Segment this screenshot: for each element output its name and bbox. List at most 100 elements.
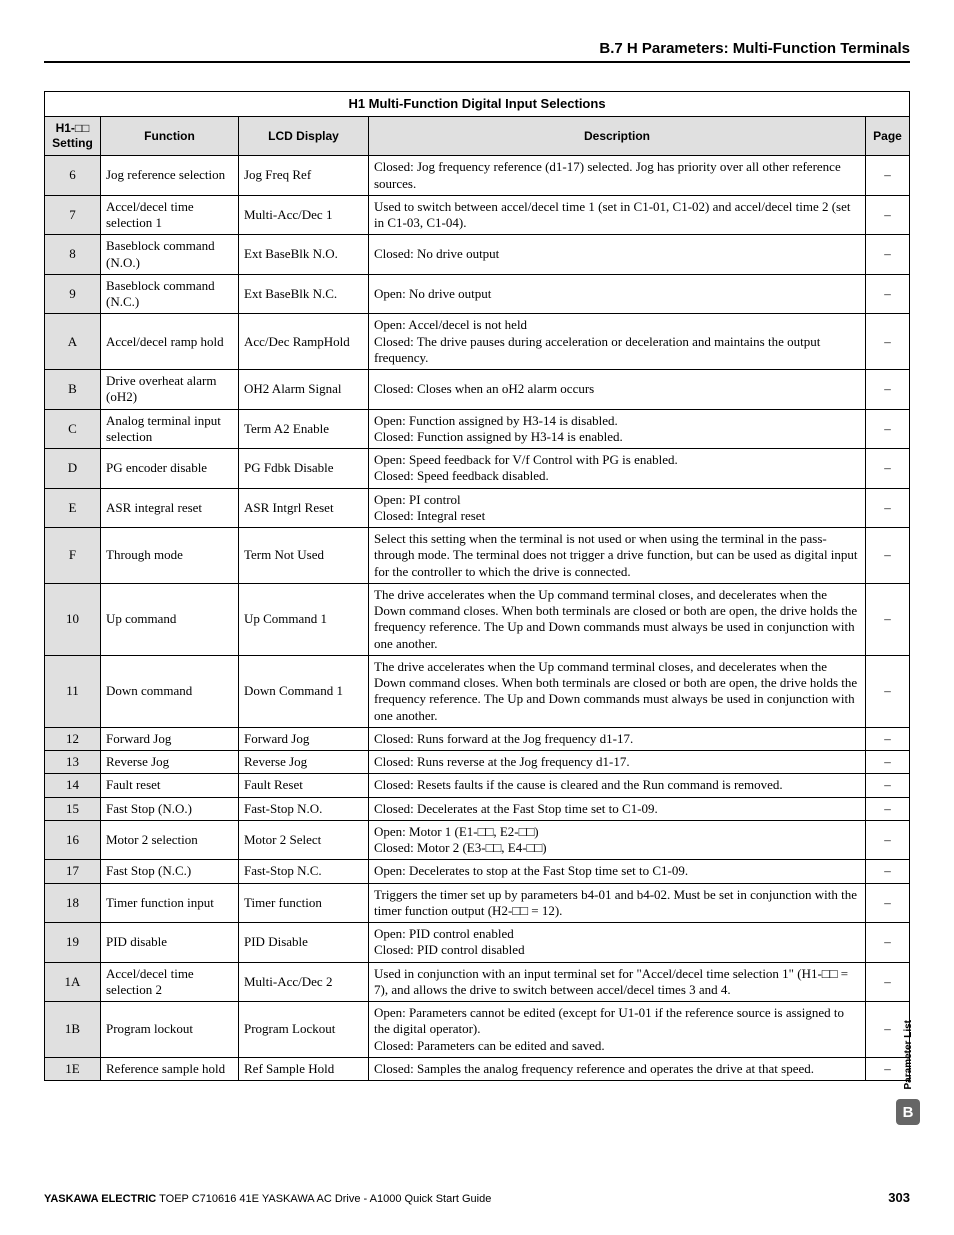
cell-page: –: [866, 370, 910, 410]
table-row: BDrive overheat alarm (oH2)OH2 Alarm Sig…: [45, 370, 910, 410]
table-row: 7Accel/decel time selection 1Multi-Acc/D…: [45, 195, 910, 235]
cell-description: Open: Function assigned by H3-14 is disa…: [369, 409, 866, 449]
cell-page: –: [866, 774, 910, 797]
cell-setting: 12: [45, 727, 101, 750]
cell-function: Baseblock command (N.C.): [101, 274, 239, 314]
cell-setting: 19: [45, 923, 101, 963]
cell-description: Open: No drive output: [369, 274, 866, 314]
cell-lcd: Term A2 Enable: [239, 409, 369, 449]
cell-setting: 9: [45, 274, 101, 314]
cell-function: Fault reset: [101, 774, 239, 797]
cell-description: Closed: Closes when an oH2 alarm occurs: [369, 370, 866, 410]
cell-description: Open: Accel/decel is not heldClosed: The…: [369, 314, 866, 370]
cell-setting: 17: [45, 860, 101, 883]
cell-page: –: [866, 274, 910, 314]
table-row: 1EReference sample holdRef Sample HoldCl…: [45, 1057, 910, 1080]
cell-function: Through mode: [101, 528, 239, 584]
cell-description: Closed: Runs reverse at the Jog frequenc…: [369, 751, 866, 774]
cell-function: Up command: [101, 583, 239, 655]
section-title: B.7 H Parameters: Multi-Function Termina…: [44, 40, 910, 63]
cell-setting: 16: [45, 820, 101, 860]
cell-function: ASR integral reset: [101, 488, 239, 528]
side-tab-label: Parameter List: [903, 1020, 914, 1089]
cell-description: The drive accelerates when the Up comman…: [369, 583, 866, 655]
cell-description: Open: Decelerates to stop at the Fast St…: [369, 860, 866, 883]
cell-description: Closed: Runs forward at the Jog frequenc…: [369, 727, 866, 750]
cell-lcd: Ext BaseBlk N.C.: [239, 274, 369, 314]
cell-function: PID disable: [101, 923, 239, 963]
col-header-setting: H1-□□ Setting: [45, 117, 101, 156]
cell-description: The drive accelerates when the Up comman…: [369, 655, 866, 727]
side-tab-letter: B: [896, 1099, 920, 1125]
cell-function: Accel/decel time selection 1: [101, 195, 239, 235]
side-tab: Parameter List B: [896, 1020, 920, 1125]
cell-setting: D: [45, 449, 101, 489]
table-row: 1AAccel/decel time selection 2Multi-Acc/…: [45, 962, 910, 1002]
cell-lcd: Fault Reset: [239, 774, 369, 797]
cell-page: –: [866, 449, 910, 489]
table-row: 15Fast Stop (N.O.)Fast-Stop N.O.Closed: …: [45, 797, 910, 820]
cell-description: Used to switch between accel/decel time …: [369, 195, 866, 235]
table-row: CAnalog terminal input selectionTerm A2 …: [45, 409, 910, 449]
cell-description: Closed: Samples the analog frequency ref…: [369, 1057, 866, 1080]
table-row: EASR integral resetASR Intgrl ResetOpen:…: [45, 488, 910, 528]
page-footer: YASKAWA ELECTRIC TOEP C710616 41E YASKAW…: [44, 1190, 910, 1205]
cell-lcd: Fast-Stop N.O.: [239, 797, 369, 820]
cell-setting: 15: [45, 797, 101, 820]
cell-setting: 1E: [45, 1057, 101, 1080]
table-row: DPG encoder disablePG Fdbk DisableOpen: …: [45, 449, 910, 489]
cell-page: –: [866, 883, 910, 923]
cell-function: Jog reference selection: [101, 156, 239, 196]
table-row: AAccel/decel ramp holdAcc/Dec RampHoldOp…: [45, 314, 910, 370]
cell-lcd: OH2 Alarm Signal: [239, 370, 369, 410]
cell-lcd: Multi-Acc/Dec 1: [239, 195, 369, 235]
cell-page: –: [866, 727, 910, 750]
cell-page: –: [866, 409, 910, 449]
table-row: 10Up commandUp Command 1The drive accele…: [45, 583, 910, 655]
cell-setting: 8: [45, 235, 101, 275]
cell-lcd: Ref Sample Hold: [239, 1057, 369, 1080]
cell-lcd: Fast-Stop N.C.: [239, 860, 369, 883]
cell-page: –: [866, 962, 910, 1002]
table-title: H1 Multi-Function Digital Input Selectio…: [45, 92, 910, 117]
cell-setting: 1A: [45, 962, 101, 1002]
cell-function: Forward Jog: [101, 727, 239, 750]
cell-lcd: Down Command 1: [239, 655, 369, 727]
col-header-description: Description: [369, 117, 866, 156]
cell-lcd: Ext BaseBlk N.O.: [239, 235, 369, 275]
col-header-function: Function: [101, 117, 239, 156]
cell-setting: B: [45, 370, 101, 410]
cell-description: Triggers the timer set up by parameters …: [369, 883, 866, 923]
cell-lcd: Motor 2 Select: [239, 820, 369, 860]
cell-description: Select this setting when the terminal is…: [369, 528, 866, 584]
cell-function: Baseblock command (N.O.): [101, 235, 239, 275]
cell-page: –: [866, 820, 910, 860]
cell-lcd: ASR Intgrl Reset: [239, 488, 369, 528]
table-row: 12Forward JogForward JogClosed: Runs for…: [45, 727, 910, 750]
cell-lcd: Up Command 1: [239, 583, 369, 655]
cell-setting: F: [45, 528, 101, 584]
cell-page: –: [866, 583, 910, 655]
table-row: 17Fast Stop (N.C.)Fast-Stop N.C.Open: De…: [45, 860, 910, 883]
cell-lcd: Multi-Acc/Dec 2: [239, 962, 369, 1002]
cell-description: Open: Speed feedback for V/f Control wit…: [369, 449, 866, 489]
cell-function: Accel/decel ramp hold: [101, 314, 239, 370]
cell-setting: 7: [45, 195, 101, 235]
cell-function: Program lockout: [101, 1002, 239, 1058]
cell-function: Motor 2 selection: [101, 820, 239, 860]
cell-lcd: Acc/Dec RampHold: [239, 314, 369, 370]
cell-description: Open: PID control enabledClosed: PID con…: [369, 923, 866, 963]
cell-setting: C: [45, 409, 101, 449]
cell-description: Open: PI controlClosed: Integral reset: [369, 488, 866, 528]
parameter-table: H1 Multi-Function Digital Input Selectio…: [44, 91, 910, 1081]
table-row: 13Reverse JogReverse JogClosed: Runs rev…: [45, 751, 910, 774]
cell-page: –: [866, 488, 910, 528]
table-row: 9Baseblock command (N.C.)Ext BaseBlk N.C…: [45, 274, 910, 314]
table-row: 8Baseblock command (N.O.)Ext BaseBlk N.O…: [45, 235, 910, 275]
cell-description: Open: Parameters cannot be edited (excep…: [369, 1002, 866, 1058]
cell-function: Timer function input: [101, 883, 239, 923]
cell-page: –: [866, 156, 910, 196]
table-row: 1BProgram lockoutProgram LockoutOpen: Pa…: [45, 1002, 910, 1058]
table-row: FThrough modeTerm Not UsedSelect this se…: [45, 528, 910, 584]
cell-setting: 1B: [45, 1002, 101, 1058]
